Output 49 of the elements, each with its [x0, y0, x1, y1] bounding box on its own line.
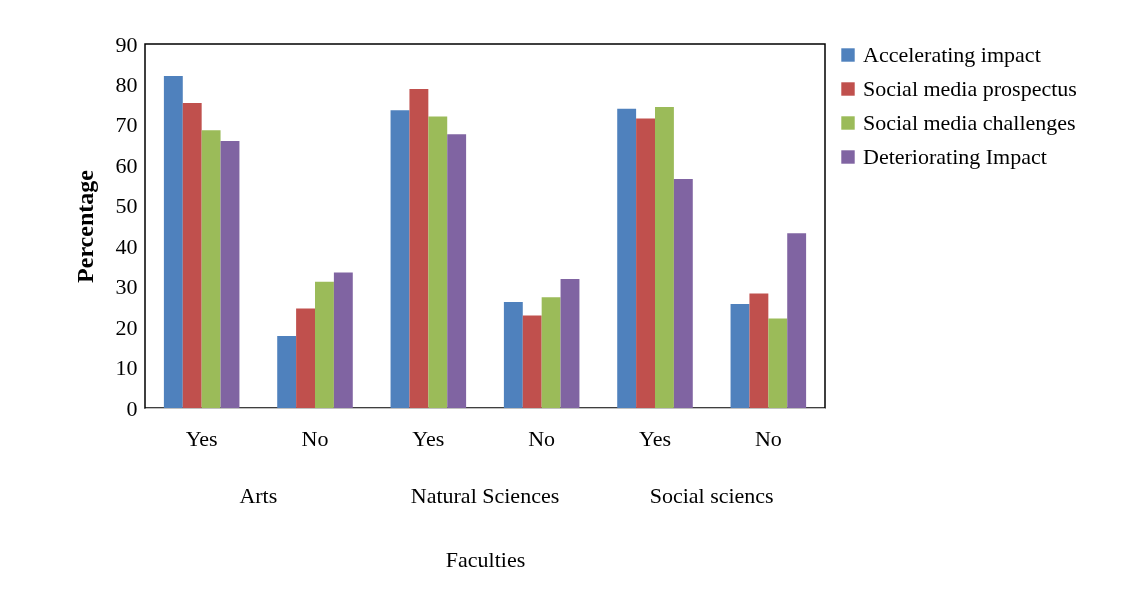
- bar: [560, 278, 580, 408]
- bar: [409, 88, 429, 408]
- y-tick-label: 30: [115, 274, 138, 300]
- legend-label: Deteriorating Impact: [863, 144, 1047, 169]
- bar: [333, 272, 353, 408]
- y-tick-label: 10: [115, 355, 138, 381]
- y-tick-label: 70: [115, 112, 138, 138]
- legend-label: Accelerating impact: [863, 42, 1041, 67]
- x-tick-label: No: [301, 425, 329, 451]
- x-tick-label: Yes: [185, 425, 218, 451]
- x-axis-title: Faculties: [445, 546, 526, 572]
- bar: [636, 118, 655, 408]
- bar: [768, 318, 788, 408]
- bar: [182, 103, 202, 408]
- y-tick-label: 20: [115, 314, 138, 340]
- y-tick-label: 50: [115, 193, 138, 219]
- bar: [296, 308, 315, 408]
- bar: [390, 110, 410, 408]
- y-axis-title: Percentage: [71, 169, 98, 283]
- x-tick-label: Yes: [412, 425, 445, 451]
- bar: [163, 75, 183, 408]
- bar: [315, 281, 334, 408]
- bar: [673, 179, 693, 408]
- bar: [503, 302, 523, 408]
- y-tick-label: 80: [115, 71, 138, 97]
- bar: [201, 130, 221, 408]
- y-tick-label: 0: [126, 395, 138, 421]
- y-tick-label: 40: [115, 233, 138, 259]
- bar: [617, 108, 637, 408]
- text: Arts: [239, 483, 278, 508]
- bar: [749, 293, 769, 408]
- bar: [787, 233, 807, 408]
- text: Natural Sciences: [410, 483, 560, 508]
- text: Social sciencs: [649, 483, 774, 508]
- bar: [655, 107, 674, 408]
- bar: [428, 116, 448, 408]
- bar: [541, 297, 561, 408]
- y-tick-label: 60: [115, 152, 138, 178]
- bar: [522, 315, 542, 408]
- x-tick-label: No: [528, 425, 556, 451]
- bar: [277, 336, 297, 408]
- x-tick-label: No: [754, 425, 782, 451]
- y-tick-label: 90: [115, 31, 138, 57]
- bar: [220, 141, 240, 408]
- bar: [730, 304, 750, 408]
- legend-label: Social media challenges: [863, 110, 1076, 135]
- x-tick-label: Yes: [638, 425, 672, 451]
- bar: [447, 134, 467, 408]
- legend-label: Social media prospectus: [863, 76, 1077, 101]
